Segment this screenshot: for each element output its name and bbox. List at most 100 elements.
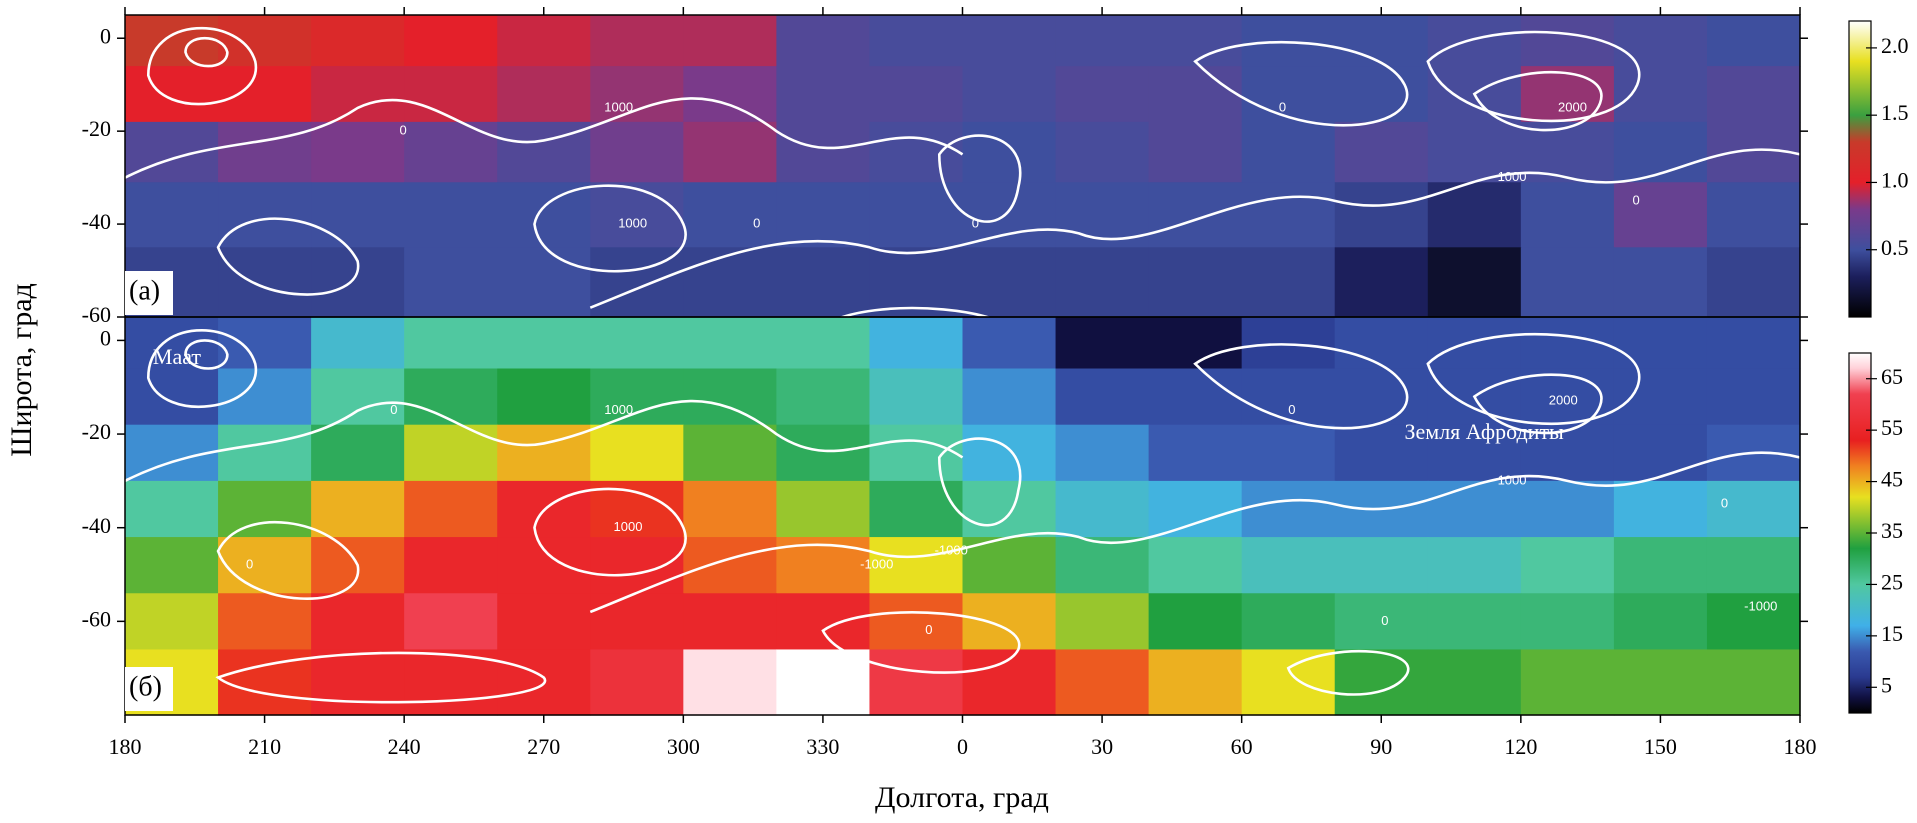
heat-cell xyxy=(1613,424,1708,482)
heat-cell xyxy=(1427,15,1522,67)
heat-cell xyxy=(1613,66,1708,123)
heat-cell xyxy=(776,424,871,482)
heat-cell xyxy=(1241,121,1336,183)
heat-cell xyxy=(311,247,405,318)
heat-cell xyxy=(218,480,312,538)
heat-cell xyxy=(1706,368,1801,426)
heat-cell xyxy=(1520,649,1615,716)
annotation: -1000 xyxy=(935,543,968,558)
heat-cell xyxy=(497,593,591,651)
heat-cell xyxy=(869,15,964,67)
heat-cell xyxy=(869,593,964,651)
heat-cell xyxy=(1148,480,1243,538)
annotation: 0 xyxy=(925,622,932,637)
x-tick-label: 150 xyxy=(1644,734,1677,759)
heat-cell xyxy=(1241,424,1336,482)
heat-cell xyxy=(404,182,498,248)
heat-cell xyxy=(869,121,964,183)
heat-cell xyxy=(1241,317,1336,370)
heat-cell xyxy=(218,537,312,594)
heat-cell xyxy=(1148,247,1243,318)
heat-cell xyxy=(1706,317,1801,370)
heat-cell xyxy=(218,424,312,482)
heat-cell xyxy=(1148,15,1243,67)
heat-cell xyxy=(1148,424,1243,482)
annotation: -1000 xyxy=(1744,599,1777,614)
colorbar-tick-label: 45 xyxy=(1881,467,1903,492)
heat-cell xyxy=(683,537,777,594)
heat-cell xyxy=(404,368,498,426)
annotation: 1000 xyxy=(1498,472,1527,487)
heat-cell xyxy=(1241,66,1336,123)
heat-cell xyxy=(869,424,964,482)
annotation: 0 xyxy=(972,216,979,231)
heat-cell xyxy=(311,424,405,482)
heat-cell xyxy=(1334,66,1429,123)
heat-cell xyxy=(1055,247,1150,318)
heat-cell xyxy=(683,424,777,482)
annotation: 0 xyxy=(1381,613,1388,628)
heat-cell xyxy=(776,317,871,370)
heat-cell xyxy=(683,368,777,426)
heat-cell xyxy=(683,15,777,67)
annotation: Земля Афродиты xyxy=(1405,419,1565,444)
annotation: 0 xyxy=(753,216,760,231)
heat-cell xyxy=(776,66,871,123)
heat-cell xyxy=(683,66,777,123)
heat-cell xyxy=(218,15,312,67)
heat-cell xyxy=(683,247,777,318)
annotation: 0 xyxy=(1279,99,1286,114)
heat-cell xyxy=(1613,593,1708,651)
heat-cell xyxy=(497,368,591,426)
x-axis-title: Долгота, град xyxy=(875,781,1049,814)
heat-cell xyxy=(1055,368,1150,426)
heat-cell xyxy=(1241,593,1336,651)
heat-cell xyxy=(1241,537,1336,594)
heat-cell xyxy=(1055,121,1150,183)
colorbar-tick-label: 0.5 xyxy=(1881,235,1909,260)
heat-cell xyxy=(1334,121,1429,183)
x-tick-label: 60 xyxy=(1231,734,1253,759)
x-tick-label: 300 xyxy=(667,734,700,759)
annotation: 1000 xyxy=(1498,169,1527,184)
heat-cell xyxy=(1427,182,1522,248)
heat-cell xyxy=(1613,317,1708,370)
heat-cell xyxy=(590,66,684,123)
annotation: -1000 xyxy=(860,557,893,572)
heat-cell xyxy=(497,66,591,123)
heat-cell xyxy=(1055,480,1150,538)
heat-cell xyxy=(776,15,871,67)
heat-cell xyxy=(218,121,312,183)
heat-cell xyxy=(404,15,498,67)
heat-cell xyxy=(1055,66,1150,123)
y-tick-label: 0 xyxy=(100,325,111,350)
heat-cell xyxy=(869,649,964,716)
heat-cell xyxy=(590,317,684,370)
heat-cell xyxy=(311,317,405,370)
heat-cell xyxy=(1520,593,1615,651)
annotation: Маат xyxy=(153,344,202,369)
heat-cell xyxy=(1613,368,1708,426)
heat-cell xyxy=(497,424,591,482)
heat-cell xyxy=(311,649,405,716)
heat-cell xyxy=(1334,182,1429,248)
heat-cell xyxy=(683,317,777,370)
heat-cell xyxy=(1613,182,1708,248)
colorbar-tick-label: 1.0 xyxy=(1881,168,1909,193)
heat-cell xyxy=(1427,247,1522,318)
heat-cell xyxy=(590,182,684,248)
heat-cell xyxy=(776,649,871,716)
annotation: 0 xyxy=(400,123,407,138)
heat-cell xyxy=(1241,247,1336,318)
colorbar xyxy=(1848,20,1872,318)
heat-cell xyxy=(962,368,1057,426)
heat-cell xyxy=(311,368,405,426)
heat-cell xyxy=(776,182,871,248)
heat-cell xyxy=(1706,649,1801,716)
heat-cell xyxy=(1427,121,1522,183)
heat-cell xyxy=(1334,537,1429,594)
heat-cell xyxy=(125,480,219,538)
heat-cell xyxy=(404,66,498,123)
x-tick-label: 240 xyxy=(388,734,421,759)
